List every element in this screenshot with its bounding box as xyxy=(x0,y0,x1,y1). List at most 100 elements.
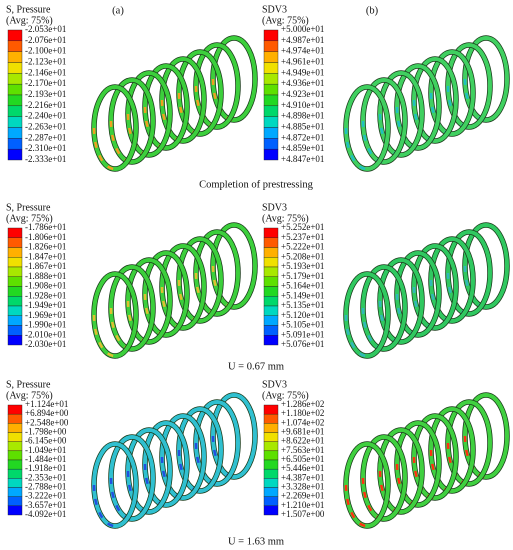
legend-level: +4.949e+01 xyxy=(281,67,324,77)
legend-level: +4.387e+01 xyxy=(281,472,324,482)
legend-level: -1.888e+01 xyxy=(25,271,66,281)
legend-band xyxy=(7,148,23,161)
legend-band xyxy=(263,51,279,63)
legend-level: +4.974e+01 xyxy=(281,46,324,56)
legend-band xyxy=(263,237,279,248)
legend-level: +7.563e+01 xyxy=(281,445,324,455)
legend-band xyxy=(7,257,23,268)
legend-title: SDV3 xyxy=(262,4,287,15)
legend-band xyxy=(263,94,279,107)
legend-level: -2.193e+01 xyxy=(25,89,66,99)
legend-band xyxy=(263,227,279,238)
legend-band xyxy=(7,127,23,139)
legend-band xyxy=(263,325,279,336)
legend-level: +1.180e+02 xyxy=(281,408,324,418)
legend-band xyxy=(7,459,23,470)
legend-band xyxy=(7,468,23,479)
legend-band xyxy=(7,237,23,248)
legend-subtitle: (Avg: 75%) xyxy=(262,213,309,224)
legend-level: -1.990e+01 xyxy=(25,320,66,330)
legend-subtitle: (Avg: 75%) xyxy=(6,213,53,224)
legend-band xyxy=(263,296,279,307)
legend-level: +1.507e+00 xyxy=(281,509,325,519)
legend-band xyxy=(263,468,279,479)
legend-level: -1.806e+01 xyxy=(25,232,66,242)
legend-level: +4.936e+01 xyxy=(281,78,324,88)
legend-band xyxy=(263,105,279,117)
legend-level: -2.170e+01 xyxy=(25,78,66,88)
legend-level: +5.252e+01 xyxy=(281,222,324,232)
legend-level: -2.263e+01 xyxy=(25,122,66,132)
legend-level: +5.135e+01 xyxy=(281,300,324,310)
legend-band xyxy=(7,496,23,507)
legend-level: -2.310e+01 xyxy=(25,143,66,153)
legend-band xyxy=(7,227,23,238)
legend-band xyxy=(263,478,279,488)
legend-level: +5.120e+01 xyxy=(281,310,324,320)
legend-band xyxy=(7,266,23,277)
legend-level: +4.898e+01 xyxy=(281,111,324,121)
legend-level: +4.872e+01 xyxy=(281,132,324,142)
legend-band xyxy=(263,266,279,277)
legend-level: +5.164e+01 xyxy=(281,281,324,291)
legend-level: +5.208e+01 xyxy=(281,251,324,261)
legend-level: -3.222e+01 xyxy=(25,491,66,501)
legend-level: +8.622e+01 xyxy=(281,436,324,446)
legend-level: +4.987e+01 xyxy=(281,35,324,45)
legend-title: SDV3 xyxy=(262,202,287,213)
legend-level: +6.894e+00 xyxy=(25,408,69,418)
legend-band xyxy=(7,94,23,107)
legend-level: +9.681e+01 xyxy=(281,427,324,437)
legend-level: -1.786e+01 xyxy=(25,222,66,232)
legend-subtitle: (Avg: 75%) xyxy=(6,15,53,26)
legend-band xyxy=(263,83,279,96)
legend-band xyxy=(263,73,279,85)
legend-band xyxy=(7,286,23,297)
legend-level: -1.484e+01 xyxy=(25,454,66,464)
legend-band xyxy=(263,441,279,452)
legend-title: S, Pressure xyxy=(6,202,51,213)
coil-accent xyxy=(344,484,368,528)
legend-band xyxy=(263,305,279,316)
row-caption: U = 0.67 mm xyxy=(228,361,284,372)
legend-level: -2.216e+01 xyxy=(25,100,66,110)
legend-level: +4.923e+01 xyxy=(281,89,324,99)
legend-band xyxy=(7,404,23,415)
legend-band xyxy=(263,404,279,415)
legend-band xyxy=(7,450,23,461)
legend-band xyxy=(7,335,23,346)
legend-band xyxy=(7,276,23,287)
legend-level: -1.826e+01 xyxy=(25,242,66,252)
row-caption: Completion of prestressing xyxy=(199,179,313,190)
legend-title: S, Pressure xyxy=(6,4,51,15)
legend-level: -3.657e+01 xyxy=(25,500,66,510)
legend-band xyxy=(7,62,23,74)
legend-subtitle: (Avg: 75%) xyxy=(6,390,53,401)
legend-band xyxy=(263,459,279,470)
legend-level: +4.961e+01 xyxy=(281,57,324,67)
legend-band xyxy=(7,116,23,128)
legend-band xyxy=(7,73,23,85)
legend-band xyxy=(7,29,23,42)
coil-accent xyxy=(92,314,116,358)
legend-level: -2.146e+01 xyxy=(25,67,66,77)
legend-band xyxy=(7,105,23,117)
legend-band xyxy=(263,432,279,442)
legend-level: +5.179e+01 xyxy=(281,271,324,281)
legend-level: -2.010e+01 xyxy=(25,329,66,339)
legend-band xyxy=(7,138,23,150)
legend-band xyxy=(263,450,279,461)
coil-accent xyxy=(344,127,368,171)
legend-level: +1.124e+01 xyxy=(25,399,68,409)
legend-level: -2.287e+01 xyxy=(25,132,66,142)
column-label: (a) xyxy=(112,5,124,16)
legend-band xyxy=(263,423,279,433)
legend-band xyxy=(7,505,23,516)
legend-level: +5.446e+01 xyxy=(281,463,324,473)
legend-level: -1.847e+01 xyxy=(25,251,66,261)
legend-level: +2.269e+01 xyxy=(281,491,324,501)
legend-level: +3.328e+01 xyxy=(281,482,324,492)
legend-level: +1.210e+01 xyxy=(281,500,324,510)
legend-band xyxy=(7,51,23,63)
